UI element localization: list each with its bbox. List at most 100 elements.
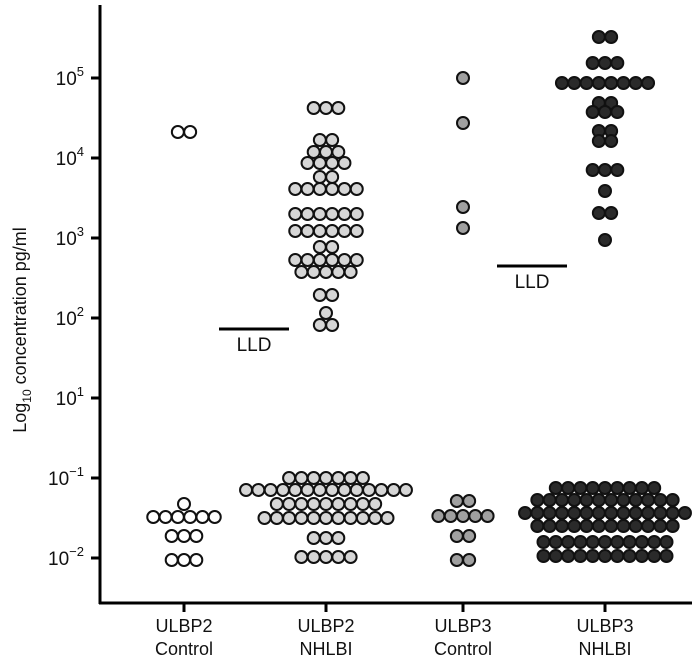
data-point xyxy=(349,253,364,267)
series-ulbp3-control xyxy=(431,71,495,567)
data-point xyxy=(337,224,352,238)
data-point xyxy=(319,531,333,545)
data-point xyxy=(598,233,612,247)
data-point xyxy=(319,145,333,159)
data-point xyxy=(561,549,576,563)
data-point xyxy=(158,510,173,524)
lld-markers: LLD LLD xyxy=(219,264,567,356)
series-ulbp3-nhlbi xyxy=(518,30,692,563)
data-point xyxy=(641,519,656,533)
data-point xyxy=(325,224,340,238)
data-point xyxy=(542,519,557,533)
data-point xyxy=(343,550,358,564)
data-point xyxy=(170,125,185,139)
data-point xyxy=(170,510,185,524)
data-point xyxy=(374,483,389,497)
data-point xyxy=(325,483,340,497)
data-point xyxy=(312,318,327,332)
data-point xyxy=(573,481,588,495)
data-point xyxy=(456,116,470,130)
data-point xyxy=(239,483,254,497)
data-point xyxy=(146,510,161,524)
data-point xyxy=(269,497,284,511)
data-point xyxy=(282,497,297,511)
data-point xyxy=(548,535,563,549)
series-ulbp2-control xyxy=(146,125,222,567)
data-point xyxy=(282,471,297,485)
data-point xyxy=(319,265,333,279)
data-point xyxy=(677,506,692,520)
data-point xyxy=(604,493,619,507)
data-point xyxy=(325,240,340,254)
x-tick-label: ULBP3 xyxy=(434,616,491,636)
data-point xyxy=(319,497,333,511)
data-point xyxy=(312,207,327,221)
axes xyxy=(98,5,692,605)
data-point xyxy=(598,163,612,177)
x-tick-label: NHLBI xyxy=(578,639,631,659)
data-point xyxy=(312,253,327,267)
data-point xyxy=(591,519,606,533)
data-point xyxy=(443,509,458,523)
data-point xyxy=(319,306,333,320)
data-point xyxy=(251,483,266,497)
data-point xyxy=(462,494,477,508)
data-point xyxy=(331,550,346,564)
data-point xyxy=(610,481,625,495)
data-point xyxy=(659,535,674,549)
data-point xyxy=(604,134,619,148)
data-point xyxy=(628,519,643,533)
data-point xyxy=(349,224,364,238)
data-point xyxy=(288,207,303,221)
data-point xyxy=(207,510,222,524)
data-point xyxy=(355,511,370,525)
y-tick-label: 10−2 xyxy=(48,544,84,570)
data-point xyxy=(300,483,315,497)
data-point xyxy=(306,497,321,511)
data-point xyxy=(177,553,191,567)
data-point xyxy=(518,506,533,520)
data-point xyxy=(355,471,370,485)
data-point xyxy=(665,493,680,507)
data-point xyxy=(189,529,204,543)
data-point xyxy=(288,224,303,238)
data-point xyxy=(548,481,563,495)
data-point xyxy=(554,506,569,520)
x-tick-label: NHLBI xyxy=(299,639,352,659)
data-point xyxy=(653,493,668,507)
data-point xyxy=(269,511,284,525)
data-point xyxy=(641,506,656,520)
data-point xyxy=(616,506,631,520)
x-tick-label: ULBP2 xyxy=(297,616,354,636)
data-point xyxy=(164,553,179,567)
data-point xyxy=(337,253,352,267)
data-point xyxy=(300,156,315,170)
data-point xyxy=(300,224,315,238)
x-tick-label: Control xyxy=(434,639,492,659)
data-point xyxy=(282,511,297,525)
data-point xyxy=(634,481,649,495)
data-point xyxy=(449,494,464,508)
data-point xyxy=(300,253,315,267)
data-point xyxy=(331,471,346,485)
data-point xyxy=(312,288,327,302)
data-point xyxy=(355,497,370,511)
data-point xyxy=(610,163,625,177)
y-axis-label: Log10 concentration pg/ml xyxy=(10,227,34,433)
data-point xyxy=(462,529,477,543)
data-point xyxy=(331,145,346,159)
data-point xyxy=(300,207,315,221)
data-point xyxy=(542,506,557,520)
data-point xyxy=(325,318,340,332)
data-point xyxy=(164,529,179,543)
data-point xyxy=(573,549,588,563)
data-point xyxy=(610,56,625,70)
data-point xyxy=(331,511,346,525)
data-point xyxy=(462,553,477,567)
data-point xyxy=(386,483,401,497)
data-point xyxy=(325,182,340,196)
data-point xyxy=(456,200,470,214)
data-point xyxy=(195,510,210,524)
data-point xyxy=(665,519,680,533)
